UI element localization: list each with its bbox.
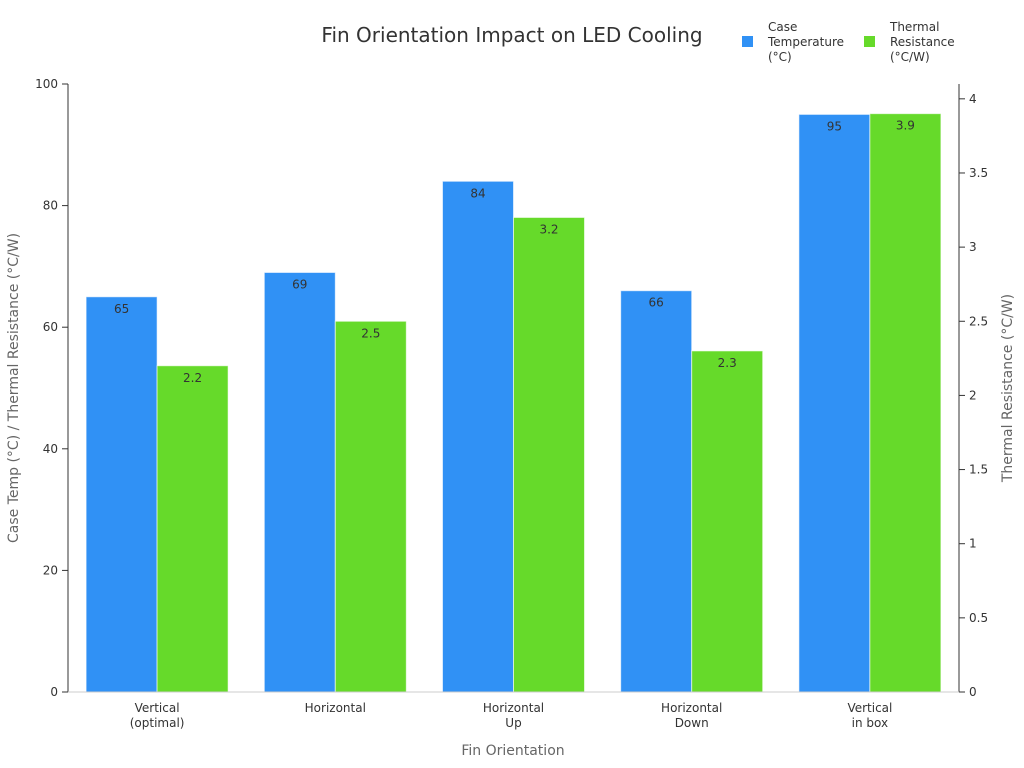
y-axis-label: Case Temp (°C) / Thermal Resistance (°C/… (6, 233, 22, 543)
y2-tick-label: 0 (969, 685, 977, 699)
bar (334, 320, 407, 693)
y2-tick-label: 3 (969, 240, 977, 254)
x-tick-label: Vertical (optimal) (130, 701, 185, 730)
legend-label: Case Temperature (°C) (767, 20, 844, 64)
data-label: 2.3 (718, 356, 737, 370)
bar (691, 350, 764, 693)
bar (798, 113, 871, 693)
legend: Case Temperature (°C) Thermal Resistance (°C/… (742, 20, 955, 64)
bar (263, 271, 336, 693)
legend-swatch (742, 36, 753, 47)
data-label: 3.9 (896, 119, 915, 133)
y-tick-label: 40 (43, 442, 58, 456)
x-tick-label: Horizontal Up (483, 701, 544, 730)
data-label: 2.2 (183, 371, 202, 385)
x-tick-label: Vertical in box (847, 701, 892, 730)
y-tick-label: 100 (35, 77, 58, 91)
data-label: 84 (470, 186, 485, 200)
legend-label: Thermal Resistance (°C/W) (889, 20, 955, 64)
y-tick-label: 80 (43, 199, 58, 213)
y-tick-label: 20 (43, 563, 58, 577)
y2-tick-label: 2 (969, 388, 977, 402)
bar (620, 290, 693, 693)
y-tick-label: 60 (43, 320, 58, 334)
x-tick-label: Horizontal Down (661, 701, 722, 730)
y2-axis-label: Thermal Resistance (°C/W) (1000, 294, 1016, 483)
y2-tick-label: 3.5 (969, 166, 988, 180)
data-label: 69 (292, 277, 307, 291)
axes: 0 20 40 60 80 100 0 0.5 1 1.5 2 2.5 3 3.5 4 Vertical (op… (35, 77, 988, 730)
y-tick-label: 0 (50, 685, 58, 699)
y2-tick-label: 2.5 (969, 314, 988, 328)
x-axis-label: Fin Orientation (461, 743, 564, 759)
bar (869, 113, 942, 693)
bar (85, 296, 158, 693)
data-label: 95 (827, 119, 842, 133)
y2-tick-label: 4 (969, 92, 977, 106)
chart-title: Fin Orientation Impact on LED Cooling (321, 23, 702, 47)
y2-tick-label: 1 (969, 537, 977, 551)
bar (156, 365, 229, 693)
legend-swatch (864, 36, 875, 47)
x-tick-label: Horizontal (305, 701, 366, 715)
bars: 65 2.2 69 2.5 84 3.2 66 2.3 95 3.9 (85, 113, 942, 693)
data-label: 2.5 (361, 326, 380, 340)
bar (442, 180, 514, 693)
y2-tick-label: 1.5 (969, 463, 988, 477)
bar (513, 216, 585, 693)
data-label: 65 (114, 302, 129, 316)
data-label: 66 (649, 296, 664, 310)
y2-tick-label: 0.5 (969, 611, 988, 625)
data-label: 3.2 (539, 222, 558, 236)
